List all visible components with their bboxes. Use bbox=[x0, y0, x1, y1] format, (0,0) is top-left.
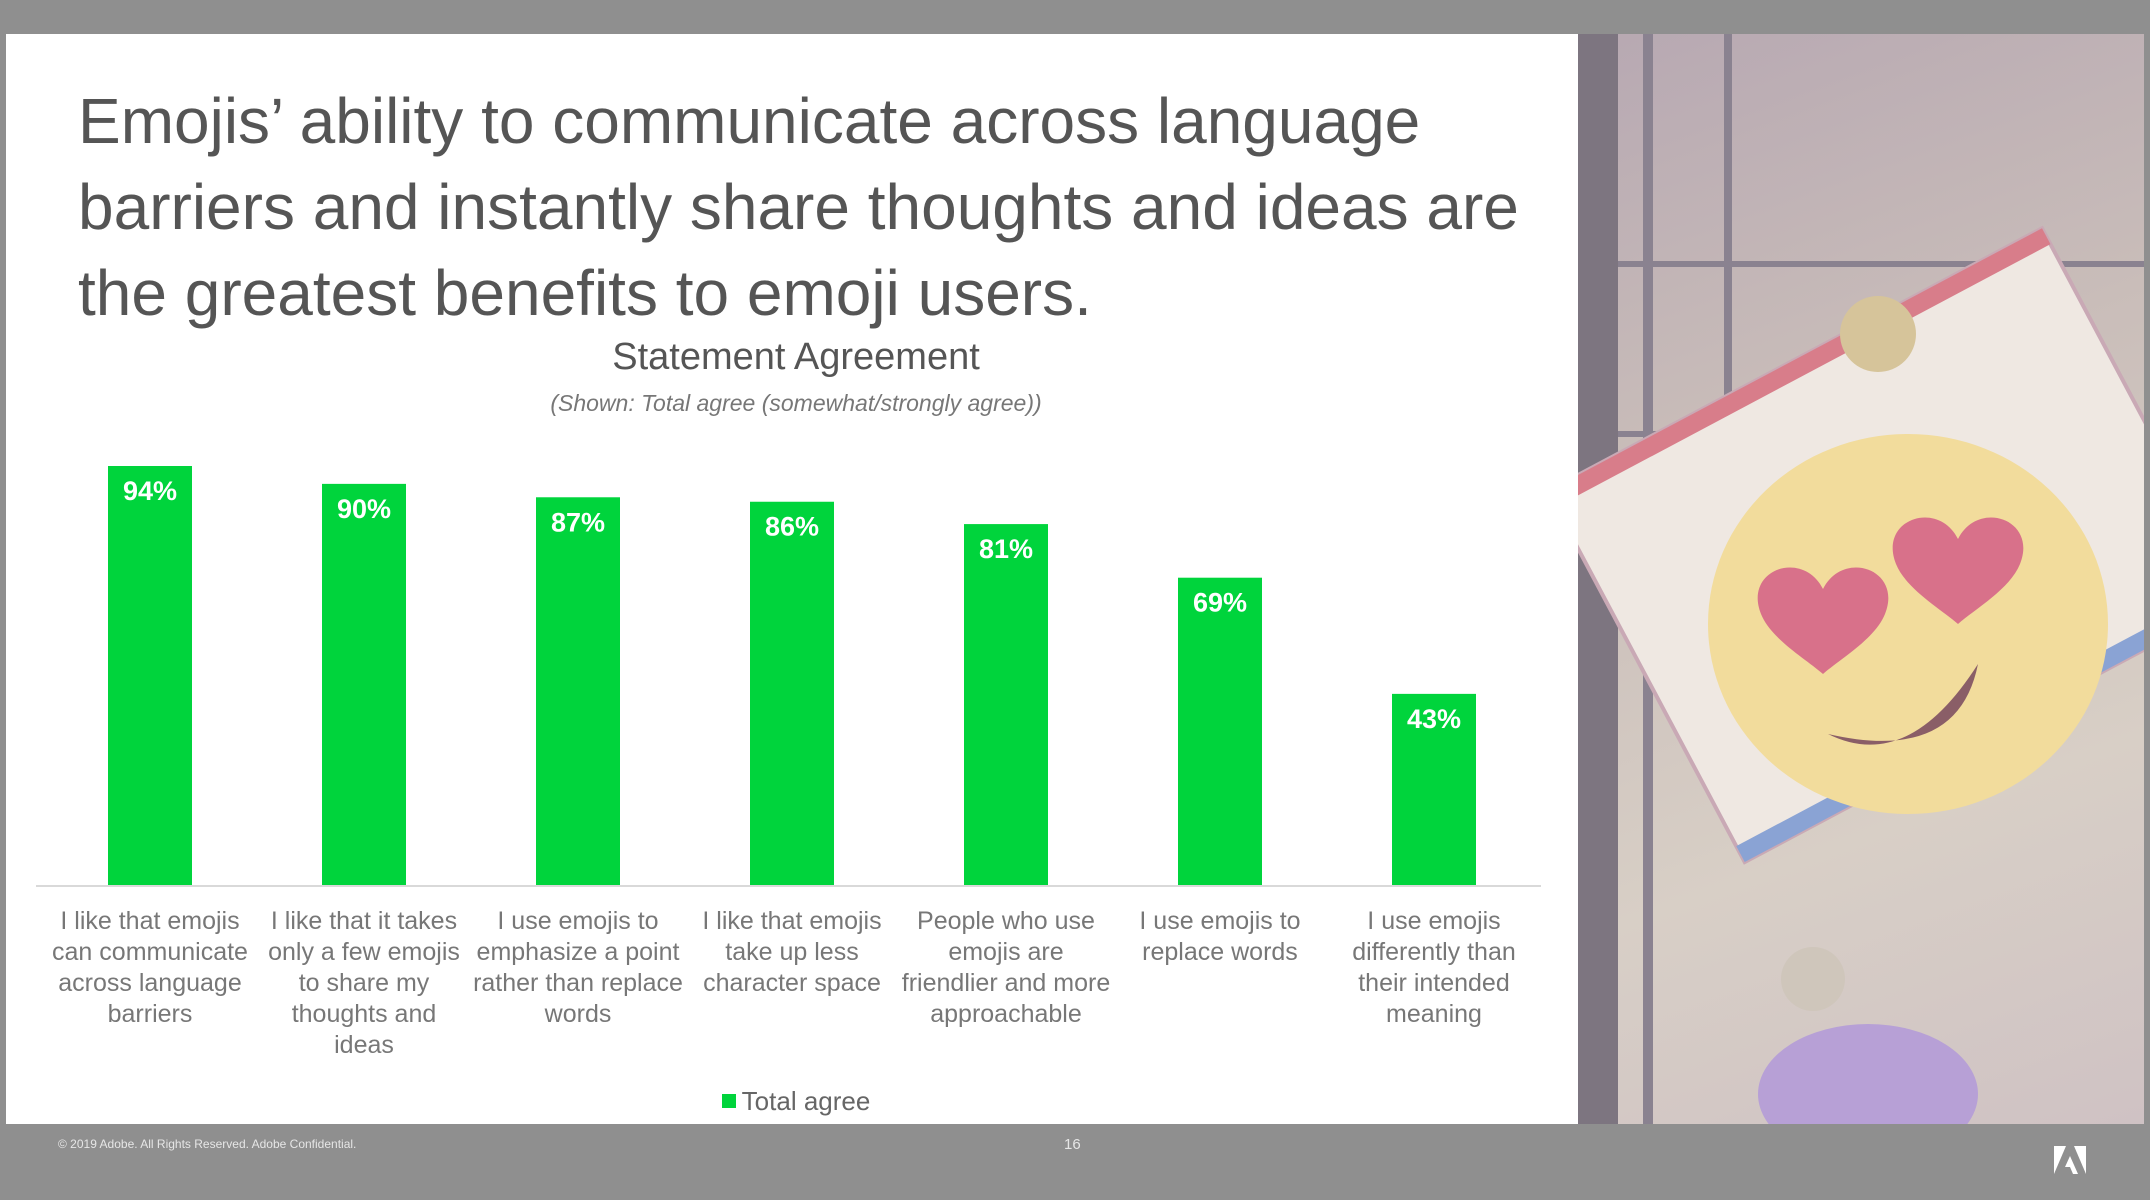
slide-headline: Emojis’ ability to communicate across la… bbox=[78, 85, 1519, 329]
bar-value-label-7: 43% bbox=[1407, 704, 1461, 734]
bar-value-label-3: 87% bbox=[551, 507, 605, 537]
bar-value-label-5: 81% bbox=[979, 534, 1033, 564]
bar-value-label-2: 90% bbox=[337, 494, 391, 524]
adobe-logo-icon bbox=[2054, 1146, 2086, 1174]
category-label-2: I like that it takes only a few emojis t… bbox=[268, 907, 460, 1059]
category-label-6: I use emojis to replace words bbox=[1139, 907, 1301, 966]
category-label-1: I like that emojis can communicate acros… bbox=[52, 907, 248, 1028]
legend-swatch bbox=[721, 1094, 736, 1108]
bar-2 bbox=[322, 483, 406, 886]
bar-7 bbox=[1392, 693, 1476, 886]
category-label-7: I use emojis differently than their inte… bbox=[1352, 907, 1516, 1028]
bar-chart: 94% 90% 87% 86% 81% 69% 43% bbox=[36, 466, 1541, 887]
bar-1 bbox=[108, 466, 192, 886]
legend-label: Total agree bbox=[741, 1086, 871, 1116]
category-label-5: People who use emojis are friendlier and… bbox=[901, 907, 1111, 1028]
bar-4 bbox=[750, 501, 834, 886]
page-number: 16 bbox=[1064, 1136, 1081, 1153]
footer-copyright: © 2019 Adobe. All Rights Reserved. Adobe… bbox=[58, 1137, 357, 1151]
slide: Emojis’ ability to communicate across la… bbox=[6, 34, 2144, 1124]
category-label-3: I use emojis to emphasize a point rather… bbox=[473, 907, 683, 1028]
bar-value-label-4: 86% bbox=[765, 512, 819, 542]
chart-title: Statement Agreement bbox=[612, 336, 980, 378]
chart-subtitle: (Shown: Total agree (somewhat/strongly a… bbox=[550, 390, 1042, 416]
chart-legend: Total agree bbox=[6, 1086, 1586, 1117]
bar-value-label-6: 69% bbox=[1193, 588, 1247, 618]
emoji-plush-photo bbox=[1578, 34, 2144, 1124]
bar-6 bbox=[1178, 577, 1262, 886]
bar-3 bbox=[536, 497, 620, 886]
category-label-4: I like that emojis take up less characte… bbox=[702, 907, 882, 997]
bar-value-label-1: 94% bbox=[123, 476, 177, 506]
bar-5 bbox=[964, 524, 1048, 886]
